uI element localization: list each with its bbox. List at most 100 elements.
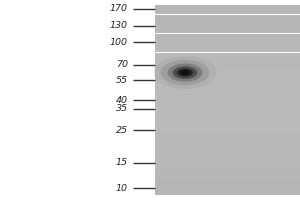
Text: 170: 170 <box>110 4 128 13</box>
Bar <box>155 85 300 87</box>
Bar <box>155 81 300 83</box>
Bar <box>155 113 300 115</box>
Bar <box>155 68 300 70</box>
Bar <box>155 136 300 138</box>
Ellipse shape <box>177 68 193 77</box>
Bar <box>155 151 300 153</box>
Bar <box>155 153 300 155</box>
Text: 25: 25 <box>116 126 128 135</box>
Bar <box>155 140 300 142</box>
Bar <box>155 146 300 148</box>
Bar <box>155 98 300 100</box>
Bar <box>155 191 300 193</box>
Bar <box>155 16 300 18</box>
Ellipse shape <box>160 60 209 85</box>
Bar <box>155 92 300 94</box>
Text: 55: 55 <box>116 76 128 85</box>
Bar <box>155 180 300 182</box>
Bar <box>155 125 300 127</box>
Bar <box>155 52 300 54</box>
Bar <box>155 22 300 24</box>
Bar <box>155 184 300 186</box>
Bar <box>155 24 300 26</box>
Text: 35: 35 <box>116 104 128 113</box>
Bar <box>155 37 300 39</box>
Ellipse shape <box>181 70 189 75</box>
Bar <box>155 138 300 140</box>
Bar <box>155 110 300 111</box>
Bar <box>155 11 300 13</box>
Bar <box>155 157 300 159</box>
Bar <box>155 94 300 96</box>
Bar <box>155 129 300 130</box>
Bar <box>155 54 300 56</box>
Ellipse shape <box>167 63 202 82</box>
Bar <box>155 79 300 81</box>
Bar <box>155 148 300 149</box>
Bar <box>155 15 300 16</box>
Bar <box>155 119 300 121</box>
Bar <box>155 75 300 77</box>
Bar <box>155 89 300 90</box>
Bar <box>155 43 300 45</box>
Bar <box>155 70 300 72</box>
Bar <box>155 117 300 119</box>
Bar <box>155 60 300 62</box>
Bar <box>155 102 300 104</box>
Bar <box>155 176 300 178</box>
Bar <box>155 39 300 41</box>
Bar <box>155 41 300 43</box>
Bar <box>155 132 300 134</box>
Bar <box>155 134 300 136</box>
Bar <box>155 108 300 110</box>
Bar <box>155 163 300 165</box>
Bar <box>155 186 300 187</box>
Bar <box>155 13 300 15</box>
Bar <box>155 104 300 106</box>
Bar <box>155 159 300 161</box>
Bar <box>155 100 300 102</box>
Text: 130: 130 <box>110 21 128 30</box>
Bar <box>155 72 300 73</box>
Bar <box>155 28 300 30</box>
Bar <box>155 123 300 125</box>
Bar <box>155 62 300 64</box>
Bar <box>155 142 300 144</box>
Bar <box>155 56 300 58</box>
Bar <box>155 87 300 89</box>
Ellipse shape <box>154 56 217 89</box>
Bar <box>155 66 300 68</box>
Bar <box>155 144 300 146</box>
Text: 70: 70 <box>116 60 128 69</box>
Bar <box>155 174 300 176</box>
Bar <box>155 193 300 195</box>
Bar <box>155 182 300 184</box>
Bar <box>155 96 300 98</box>
Bar <box>155 83 300 85</box>
Text: 40: 40 <box>116 96 128 105</box>
Bar <box>155 49 300 51</box>
Bar <box>155 155 300 157</box>
Text: 10: 10 <box>116 184 128 193</box>
Bar <box>155 9 300 11</box>
Bar <box>155 115 300 117</box>
Bar <box>155 106 300 108</box>
Bar <box>155 5 300 7</box>
Bar <box>155 161 300 163</box>
Bar <box>155 18 300 20</box>
Bar <box>155 77 300 79</box>
Bar <box>155 7 300 9</box>
Bar <box>155 51 300 52</box>
Bar <box>155 130 300 132</box>
Bar <box>155 189 300 191</box>
Bar <box>155 111 300 113</box>
Text: 100: 100 <box>110 38 128 47</box>
Bar <box>155 172 300 174</box>
Bar <box>155 127 300 129</box>
Bar <box>155 33 300 35</box>
Bar <box>155 121 300 123</box>
Text: 15: 15 <box>116 158 128 167</box>
Bar <box>155 170 300 172</box>
Bar <box>155 166 300 168</box>
Bar <box>155 45 300 47</box>
